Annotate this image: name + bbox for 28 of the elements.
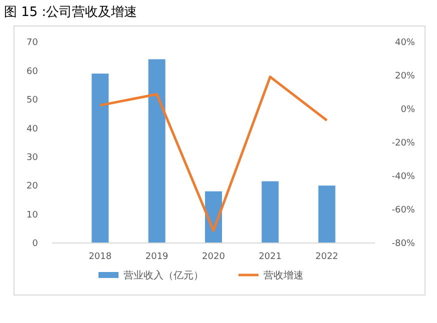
bar	[148, 59, 166, 243]
y-tick-label: 40	[26, 124, 38, 134]
y2-tick-label: -40%	[392, 172, 416, 182]
legend-label: 营业收入（亿元）	[124, 270, 204, 282]
x-tick-label: 2022	[315, 252, 338, 262]
x-tick-label: 2018	[88, 252, 112, 262]
y-tick-label: 70	[26, 38, 38, 48]
y2-tick-label: 0%	[400, 105, 416, 116]
bar	[318, 186, 336, 243]
y-tick-label: 10	[26, 210, 38, 220]
y2-tick-label: -60%	[392, 206, 416, 216]
bar	[262, 181, 279, 243]
line-series	[98, 76, 328, 232]
y-tick-label: 20	[26, 182, 38, 192]
chart-title: 图 15 :公司营收及增速	[4, 5, 138, 20]
y2-tick-label: -20%	[392, 138, 416, 149]
x-tick-label: 2019	[145, 252, 169, 262]
x-tick-label: 2021	[258, 252, 282, 262]
y2-tick-label: 20%	[394, 72, 416, 82]
y-tick-label: 60	[26, 66, 38, 77]
y2-tick-label: 40%	[394, 38, 416, 48]
legend-label: 营收增速	[264, 270, 304, 282]
y-tick-label: 0	[32, 239, 38, 250]
bar	[92, 74, 109, 243]
y2-tick-label: -80%	[392, 239, 416, 250]
y-tick-label: 50	[26, 96, 38, 106]
y-tick-label: 30	[26, 153, 38, 164]
x-tick-label: 2020	[202, 252, 226, 262]
